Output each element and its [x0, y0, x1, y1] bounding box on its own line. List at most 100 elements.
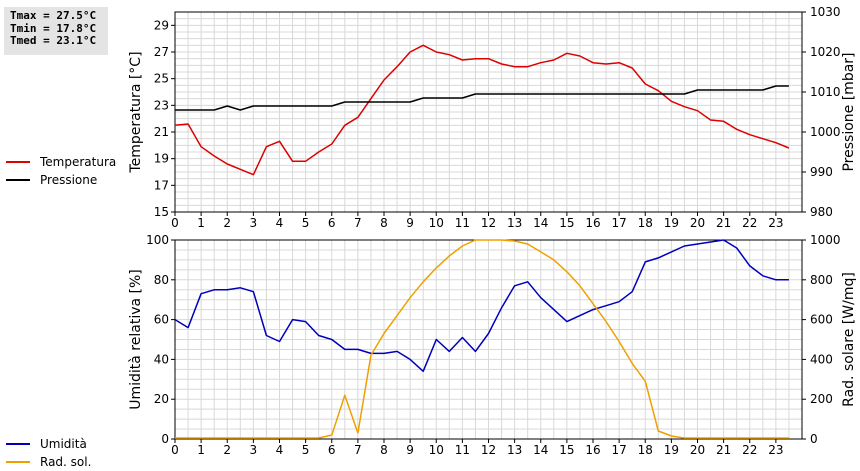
y2-tick-label: 990 — [810, 165, 833, 179]
x-tick-label: 23 — [768, 216, 783, 230]
legend-label-umidita: Umidità — [40, 437, 87, 451]
x-tick-label: 17 — [611, 443, 626, 457]
y2-tick-label: 1020 — [810, 45, 841, 59]
y-tick-label: 0 — [161, 432, 169, 446]
legend-item-umidita: Umidità — [6, 435, 91, 453]
x-tick-label: 2 — [223, 443, 231, 457]
x-tick-label: 11 — [455, 443, 470, 457]
x-tick-label: 18 — [638, 443, 653, 457]
x-tick-label: 14 — [533, 443, 548, 457]
y2-axis-label: Rad. solare [W/mq] — [841, 272, 857, 407]
x-tick-label: 7 — [354, 216, 362, 230]
x-tick-label: 0 — [171, 443, 179, 457]
x-tick-label: 20 — [690, 443, 705, 457]
y-tick-label: 60 — [154, 313, 169, 327]
x-tick-label: 8 — [380, 216, 388, 230]
legend-label-temperatura: Temperatura — [40, 155, 117, 169]
series-line-pressione — [175, 85, 789, 111]
series-line-umidit — [174, 239, 789, 373]
x-tick-label: 3 — [250, 443, 258, 457]
y2-tick-label: 200 — [810, 392, 833, 406]
x-tick-label: 14 — [533, 216, 548, 230]
y2-tick-label: 980 — [810, 205, 833, 219]
series-line-temperatura — [174, 44, 790, 176]
x-tick-label: 7 — [354, 443, 362, 457]
x-tick-label: 3 — [250, 216, 258, 230]
x-tick-label: 19 — [664, 216, 679, 230]
y-tick-label: 19 — [154, 152, 169, 166]
x-tick-label: 9 — [406, 443, 414, 457]
y2-tick-label: 800 — [810, 273, 833, 287]
x-tick-label: 21 — [716, 443, 731, 457]
legend-swatch-radsol — [6, 461, 30, 463]
x-tick-label: 21 — [716, 216, 731, 230]
y-tick-label: 27 — [154, 45, 169, 59]
legend-item-temperatura: Temperatura — [6, 153, 116, 171]
y2-tick-label: 400 — [810, 352, 833, 366]
x-tick-label: 15 — [559, 216, 574, 230]
x-tick-label: 11 — [455, 216, 470, 230]
x-tick-label: 4 — [276, 443, 284, 457]
series-line-rad-sol — [175, 239, 789, 439]
tmed-text: Tmed = 23.1°C — [10, 34, 97, 47]
legend-top: Temperatura Pressione — [6, 153, 116, 189]
x-tick-label: 6 — [328, 216, 336, 230]
legend-swatch-umidita — [6, 443, 30, 445]
y-tick-label: 29 — [154, 18, 169, 32]
y-axis-label: Umidità relativa [%] — [128, 269, 144, 410]
x-tick-label: 8 — [380, 443, 388, 457]
x-tick-label: 2 — [223, 216, 231, 230]
y-tick-label: 23 — [154, 98, 169, 112]
x-tick-label: 16 — [585, 443, 600, 457]
x-tick-label: 17 — [611, 216, 626, 230]
charts-svg: 0 1 2 3 4 5 6 7 8 9 10 11 12 13 14 15 16 17 18 19 20 21 22 2315… — [128, 5, 857, 457]
y-tick-label: 17 — [154, 178, 169, 192]
x-tick-label: 20 — [690, 216, 705, 230]
x-tick-label: 10 — [429, 216, 444, 230]
x-tick-label: 9 — [406, 216, 414, 230]
x-tick-label: 12 — [481, 443, 496, 457]
legend-swatch-temperatura — [6, 161, 30, 163]
y2-tick-label: 1000 — [810, 233, 841, 247]
chart-panel-0: 0 1 2 3 4 5 6 7 8 9 10 11 12 13 14 15 16 17 18 19 20 21 22 2315… — [128, 5, 857, 230]
x-tick-label: 4 — [276, 216, 284, 230]
x-tick-label: 10 — [429, 443, 444, 457]
x-tick-label: 22 — [742, 216, 757, 230]
x-tick-label: 1 — [197, 443, 205, 457]
x-tick-label: 0 — [171, 216, 179, 230]
x-tick-label: 6 — [328, 443, 336, 457]
chart-panel-1: 0 1 2 3 4 5 6 7 8 9 10 11 12 13 14 15 16 17 18 19 20 21 22 2302… — [128, 233, 857, 457]
y-tick-label: 21 — [154, 125, 169, 139]
x-tick-label: 19 — [664, 443, 679, 457]
y2-tick-label: 1030 — [810, 5, 841, 19]
y-tick-label: 40 — [154, 352, 169, 366]
x-tick-label: 5 — [302, 216, 310, 230]
y-axis-label: Temperatura [°C] — [128, 51, 144, 173]
y-tick-label: 15 — [154, 205, 169, 219]
x-tick-label: 1 — [197, 216, 205, 230]
tmax-text: Tmax = 27.5°C — [10, 9, 97, 22]
y-tick-label: 80 — [154, 273, 169, 287]
y-tick-label: 20 — [154, 392, 169, 406]
x-tick-label: 15 — [559, 443, 574, 457]
x-tick-label: 12 — [481, 216, 496, 230]
x-tick-label: 16 — [585, 216, 600, 230]
y2-tick-label: 1000 — [810, 125, 841, 139]
x-tick-label: 5 — [302, 443, 310, 457]
legend-swatch-pressione — [6, 179, 30, 181]
stats-box: Tmax = 27.5°C Tmin = 17.8°C Tmed = 23.1°… — [4, 7, 108, 55]
legend-label-pressione: Pressione — [40, 173, 98, 187]
y-tick-label: 25 — [154, 72, 169, 86]
x-tick-label: 23 — [768, 443, 783, 457]
y2-axis-label: Pressione [mbar] — [841, 52, 857, 171]
x-tick-label: 13 — [507, 216, 522, 230]
y2-tick-label: 1010 — [810, 85, 841, 99]
y2-tick-label: 600 — [810, 313, 833, 327]
legend-item-pressione: Pressione — [6, 171, 116, 189]
x-tick-label: 22 — [742, 443, 757, 457]
y-tick-label: 100 — [146, 233, 169, 247]
x-tick-label: 13 — [507, 443, 522, 457]
tmin-text: Tmin = 17.8°C — [10, 21, 97, 35]
y2-tick-label: 0 — [810, 432, 818, 446]
x-tick-label: 18 — [638, 216, 653, 230]
